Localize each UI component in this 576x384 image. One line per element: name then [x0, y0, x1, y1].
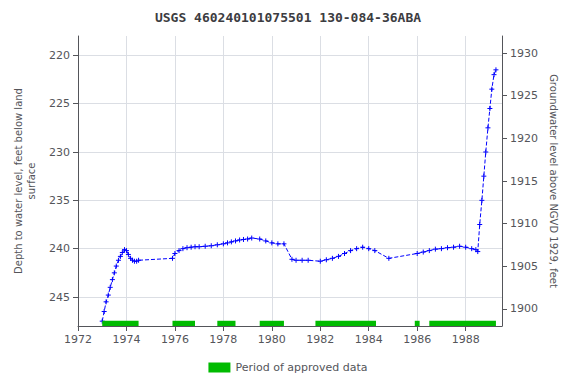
svg-text:1978: 1978: [209, 333, 237, 346]
svg-text:Groundwater level above NGVD 1: Groundwater level above NGVD 1929, feet: [548, 74, 559, 288]
svg-text:1915: 1915: [510, 175, 538, 188]
svg-text:220: 220: [49, 49, 70, 62]
svg-text:1900: 1900: [510, 302, 538, 315]
svg-text:Period of approved data: Period of approved data: [235, 361, 367, 374]
svg-text:230: 230: [49, 146, 70, 159]
svg-text:1984: 1984: [355, 333, 383, 346]
svg-text:1988: 1988: [452, 333, 480, 346]
svg-text:1925: 1925: [510, 89, 538, 102]
svg-text:Depth to water level, feet bel: Depth to water level, feet below land: [13, 88, 24, 274]
svg-text:1920: 1920: [510, 132, 538, 145]
svg-text:1974: 1974: [112, 333, 140, 346]
svg-text:1910: 1910: [510, 217, 538, 230]
svg-text:225: 225: [49, 97, 70, 110]
svg-text:240: 240: [49, 242, 70, 255]
svg-text:1982: 1982: [306, 333, 334, 346]
svg-text:235: 235: [49, 194, 70, 207]
svg-text:1976: 1976: [161, 333, 189, 346]
svg-text:1930: 1930: [510, 47, 538, 60]
svg-text:245: 245: [49, 291, 70, 304]
svg-text:surface: surface: [26, 163, 37, 200]
svg-text:1972: 1972: [64, 333, 92, 346]
svg-text:1986: 1986: [403, 333, 431, 346]
svg-text:USGS 460240101075501 130-084-3: USGS 460240101075501 130-084-36ABA: [155, 10, 421, 25]
svg-text:1980: 1980: [258, 333, 286, 346]
svg-text:1905: 1905: [510, 260, 538, 273]
